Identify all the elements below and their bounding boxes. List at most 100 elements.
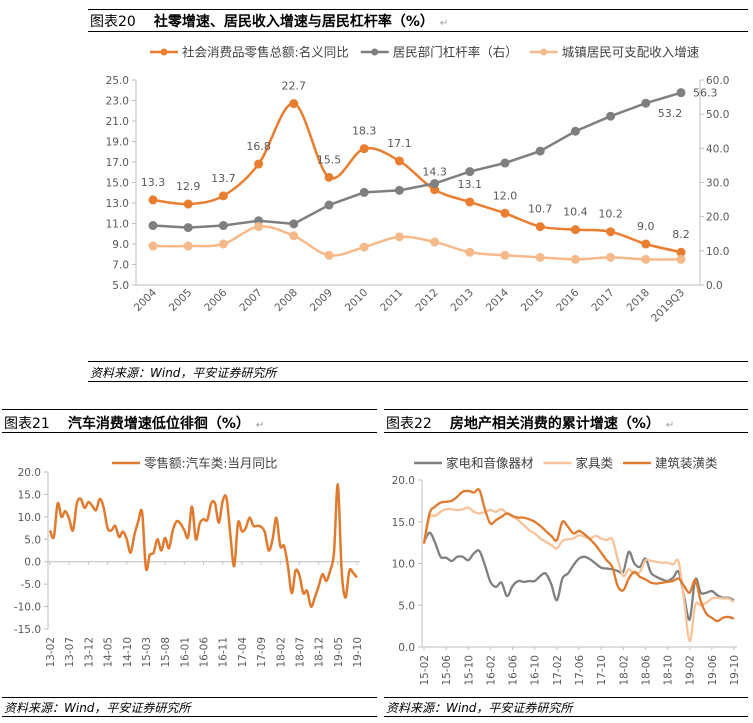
y2-tick-label: 30.0: [706, 178, 729, 190]
data-label: 15.5: [317, 153, 342, 166]
data-label: 12.9: [176, 180, 201, 193]
y2-tick-label: 0.0: [706, 280, 723, 292]
data-point: [183, 241, 193, 251]
y2-tick-label: 10.0: [706, 246, 729, 258]
data-point: [394, 156, 404, 166]
data-point: [394, 185, 404, 195]
legend-marker: [160, 48, 168, 56]
x-tick-label: 16-06: [199, 637, 211, 668]
x-tick-label: 16-06: [508, 655, 520, 686]
y-tick-label: -5.0: [21, 579, 42, 591]
fig21-top-rule: [2, 409, 377, 410]
data-point: [218, 191, 228, 201]
fig21-source: 资料来源：Wind，平安证券研究所: [4, 701, 191, 715]
data-label: 13.7: [211, 172, 236, 185]
data-point: [289, 231, 299, 241]
x-tick-label: 18-12: [314, 637, 326, 668]
data-point: [606, 111, 616, 121]
x-tick-label: 18-06: [640, 655, 652, 686]
data-label: 8.2: [672, 228, 690, 241]
legend-label: 社会消费品零售总额:名义同比: [182, 45, 349, 60]
y-tick-label: 5.0: [24, 534, 41, 546]
data-point: [676, 247, 686, 257]
y-tick-label: 0.0: [24, 557, 41, 569]
x-tick-label: 15-10: [463, 655, 475, 686]
series-line: [48, 483, 358, 608]
y-tick-label: 5.0: [398, 600, 415, 612]
x-tick-label: 19-06: [707, 655, 719, 686]
x-tick-label: 13-07: [64, 637, 76, 668]
y-tick-label: 17.0: [106, 157, 129, 169]
y-tick-label: 9.0: [112, 239, 129, 251]
fig22-source-rule-bottom: [384, 716, 748, 717]
data-point: [535, 146, 545, 156]
x-tick-label: 19-02: [685, 655, 697, 686]
x-tick-label: 2013: [449, 287, 476, 314]
y-tick-label: 10.0: [392, 559, 415, 571]
data-label: 14.3: [422, 166, 447, 179]
data-point: [324, 172, 334, 182]
fig21-source-rule-top: [2, 697, 377, 698]
x-tick-label: 16-01: [179, 637, 191, 668]
y-tick-label: 7.0: [112, 260, 129, 272]
data-point: [641, 98, 651, 108]
x-tick-label: 17-02: [552, 655, 564, 686]
data-label: 10.4: [563, 206, 588, 219]
x-tick-label: 2008: [273, 287, 300, 314]
x-tick-label: 2009: [308, 287, 335, 314]
x-tick-label: 2016: [554, 286, 582, 314]
x-tick-label: 14-10: [122, 637, 134, 668]
x-tick-label: 2007: [237, 287, 264, 314]
x-tick-label: 2018: [625, 287, 652, 314]
fig22-number: 图表22: [386, 416, 432, 432]
fig20-source-rule-top: [88, 361, 748, 362]
data-label: 12.0: [493, 189, 518, 202]
x-tick-label: 17-10: [596, 655, 608, 686]
data-point: [606, 252, 616, 262]
y-tick-label: 21.0: [106, 116, 129, 128]
y-tick-label: 20.0: [392, 475, 415, 487]
data-point: [289, 219, 299, 229]
fig22-source-rule-top: [384, 697, 748, 698]
x-tick-label: 2015: [519, 287, 546, 314]
legend-label: 城镇居民可支配收入增速: [562, 45, 700, 60]
x-tick-label: 2011: [378, 287, 405, 314]
x-tick-label: 16-10: [530, 655, 542, 686]
data-point: [570, 225, 580, 235]
y2-tick-label: 40.0: [706, 143, 729, 155]
data-label: 10.7: [528, 203, 553, 216]
data-label: 56.3: [693, 87, 718, 100]
data-point: [535, 252, 545, 262]
series-line: [152, 225, 682, 261]
x-tick-label: 15-02: [419, 655, 431, 686]
x-tick-label: 18-02: [275, 637, 287, 668]
x-tick-label: 14-05: [103, 637, 115, 668]
fig22-title-text: 房地产相关消费的累计增速（%）: [449, 416, 660, 432]
data-label: 53.2: [658, 107, 683, 120]
x-tick-label: 15-06: [441, 655, 453, 686]
series-line: [152, 102, 682, 254]
data-label: 16.8: [246, 140, 271, 153]
paragraph-mark-icon: ↵: [439, 18, 449, 29]
data-label: 18.3: [352, 125, 377, 138]
series-line: [152, 91, 682, 229]
data-point: [359, 242, 369, 252]
x-tick-label: 18-10: [663, 655, 675, 686]
data-point: [430, 185, 440, 195]
x-tick-label: 16-11: [218, 637, 230, 668]
fig22-source: 资料来源：Wind，平安证券研究所: [386, 701, 573, 715]
y-tick-label: 0.0: [398, 642, 415, 654]
data-point: [500, 208, 510, 218]
data-point: [148, 221, 158, 231]
fig21-title: 图表21 汽车消费增速低位徘徊（%） ↵: [4, 413, 264, 433]
fig20-source: 资料来源：Wind，平安证券研究所: [90, 366, 277, 380]
y2-tick-label: 50.0: [706, 109, 729, 121]
x-tick-label: 2004: [132, 286, 160, 314]
y2-tick-label: 20.0: [706, 212, 729, 224]
x-tick-label: 13-12: [83, 637, 95, 668]
fig22-top-rule: [384, 409, 748, 410]
data-point: [465, 247, 475, 257]
data-point: [183, 199, 193, 209]
fig21-number: 图表21: [4, 416, 50, 432]
data-label: 17.1: [387, 137, 412, 150]
